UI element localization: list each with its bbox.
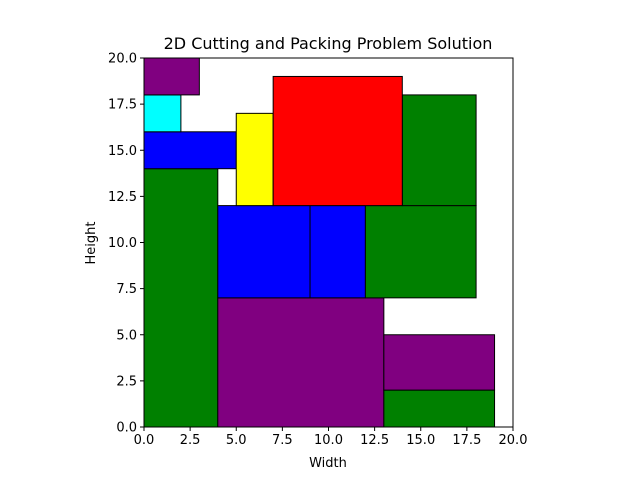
- x-tick-label: 20.0: [499, 433, 528, 448]
- packed-rectangle-5: [217, 205, 311, 299]
- packed-rectangle-2: [217, 297, 385, 428]
- packed-rectangle-13: [143, 94, 182, 133]
- x-tick-label: 2.5: [180, 433, 201, 448]
- y-tick-label: 10.0: [108, 236, 137, 251]
- packed-rectangle-1: [143, 168, 219, 428]
- rectangles-layer: [143, 57, 496, 428]
- packed-rectangle-14: [143, 57, 200, 96]
- y-tick-label: 0.0: [116, 421, 137, 436]
- x-tick-label: 0.0: [134, 433, 155, 448]
- x-tick-label: 15.0: [406, 433, 435, 448]
- y-axis-ticks: 0.0 2.5 5.0 7.5 10.0 12.5 15.0 17.5 20.0: [108, 52, 144, 436]
- y-tick-label: 15.0: [108, 144, 137, 159]
- x-tick-label: 5.0: [226, 433, 247, 448]
- x-tick-label: 12.5: [360, 433, 389, 448]
- packed-rectangle-11: [235, 112, 274, 207]
- x-tick-label: 17.5: [452, 433, 481, 448]
- packed-rectangle-9: [401, 94, 477, 207]
- packed-rectangle-4: [383, 334, 496, 391]
- y-tick-label: 2.5: [116, 374, 137, 389]
- y-tick-label: 20.0: [108, 52, 137, 67]
- x-tick-label: 10.0: [314, 433, 343, 448]
- y-tick-label: 17.5: [108, 98, 137, 113]
- y-tick-label: 12.5: [108, 190, 137, 205]
- x-tick-label: 7.5: [272, 433, 293, 448]
- y-axis-label: Height: [84, 222, 99, 265]
- packed-rectangle-6: [309, 205, 366, 299]
- x-axis-label: Width: [309, 456, 347, 471]
- y-tick-label: 7.5: [116, 282, 137, 297]
- packed-rectangle-7: [364, 205, 477, 299]
- packed-rectangle-12: [272, 75, 403, 207]
- x-axis-ticks: 0.0 2.5 5.0 7.5 10.0 12.5 15.0 17.5 20.0: [134, 427, 528, 448]
- y-tick-label: 5.0: [116, 328, 137, 343]
- chart-title: 2D Cutting and Packing Problem Solution: [164, 34, 493, 53]
- packed-rectangle-10: [143, 131, 237, 170]
- packed-rectangle-3: [383, 389, 496, 428]
